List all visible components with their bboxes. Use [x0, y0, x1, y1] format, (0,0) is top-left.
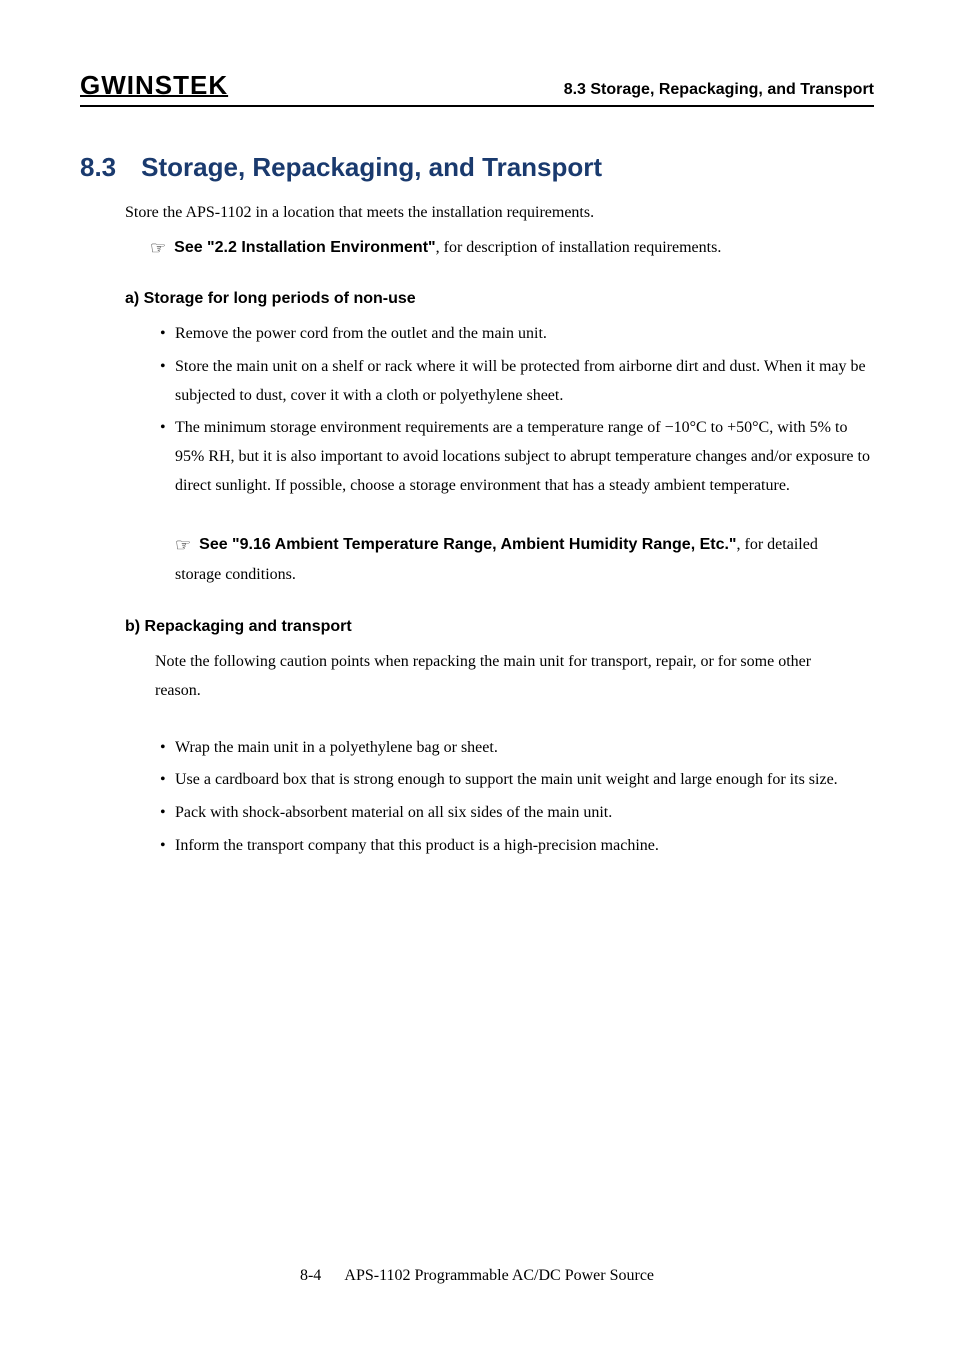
section-number: 8.3: [80, 152, 116, 183]
subsection-a-heading: a) Storage for long periods of non-use: [125, 290, 874, 308]
list-item: Use a cardboard box that is strong enoug…: [160, 766, 874, 795]
see-reference-1: ☞ See "2.2 Installation Environment", fo…: [150, 235, 874, 262]
footer-page-number: 8-4: [300, 1267, 321, 1284]
logo-text: GWINSTEK: [80, 70, 228, 101]
intro-text: Store the APS-1102 in a location that me…: [125, 201, 874, 225]
list-item: The minimum storage environment requirem…: [160, 414, 874, 500]
footer-doc-title: APS-1102 Programmable AC/DC Power Source: [344, 1267, 654, 1284]
pointer-icon: ☞: [150, 235, 166, 262]
see-reference-2: ☞ See "9.16 Ambient Temperature Range, A…: [175, 529, 834, 590]
see-ref-rest: , for description of installation requir…: [436, 239, 722, 256]
list-item: Wrap the main unit in a polyethylene bag…: [160, 734, 874, 763]
list-item: Remove the power cord from the outlet an…: [160, 320, 874, 349]
list-item: Pack with shock-absorbent material on al…: [160, 799, 874, 828]
subsection-b-heading: b) Repackaging and transport: [125, 618, 874, 636]
see-ref-bold: See "2.2 Installation Environment": [174, 239, 435, 256]
logo: GWINSTEK: [80, 70, 228, 101]
subsection-b-bullets: Wrap the main unit in a polyethylene bag…: [160, 734, 874, 861]
see-ref-bold: See "9.16 Ambient Temperature Range, Amb…: [199, 536, 736, 553]
list-item: Store the main unit on a shelf or rack w…: [160, 353, 874, 411]
pointer-icon: ☞: [175, 529, 191, 561]
section-heading: 8.3 Storage, Repackaging, and Transport: [80, 152, 874, 183]
page-footer: 8-4 APS-1102 Programmable AC/DC Power So…: [0, 1267, 954, 1285]
subsection-a-bullets: Remove the power cord from the outlet an…: [160, 320, 874, 501]
header-title: 8.3 Storage, Repackaging, and Transport: [564, 81, 874, 101]
section-title: Storage, Repackaging, and Transport: [141, 152, 602, 183]
subsection-b-note: Note the following caution points when r…: [155, 648, 844, 706]
list-item: Inform the transport company that this p…: [160, 832, 874, 861]
page-header: GWINSTEK 8.3 Storage, Repackaging, and T…: [80, 70, 874, 107]
